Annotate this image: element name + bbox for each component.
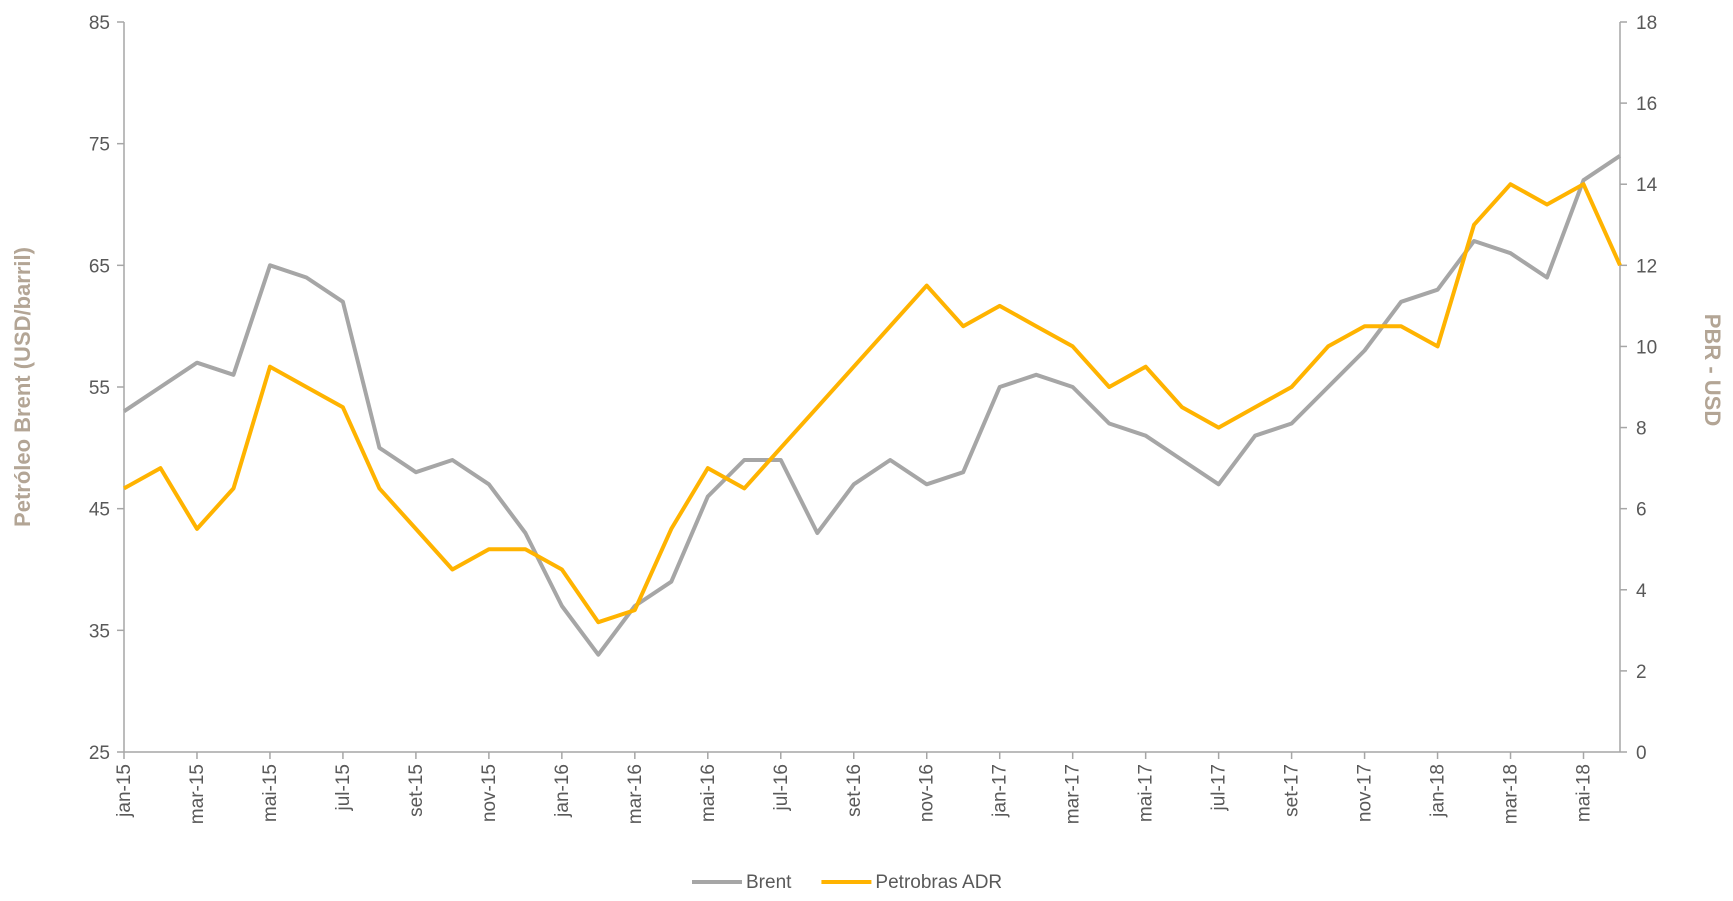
x-tick-label: jul-15 (333, 764, 354, 811)
x-tick-label: nov-16 (917, 764, 938, 822)
legend-label: Brent (746, 872, 792, 893)
x-tick-label: mai-18 (1574, 764, 1595, 822)
series-line (122, 154, 1622, 657)
x-tick-label: nov-15 (479, 764, 500, 822)
y2-tick-label: 10 (1636, 337, 1657, 358)
x-tick-label: set-17 (1282, 764, 1303, 817)
x-tick-label: jul-17 (1209, 764, 1230, 811)
y2-tick-label: 8 (1636, 419, 1647, 440)
x-tick-label: mai-16 (698, 764, 719, 822)
x-tick-label: mar-17 (1063, 764, 1084, 824)
y2-tick-label: 6 (1636, 500, 1647, 521)
x-tick-label: jan-17 (990, 764, 1011, 818)
y-tick-label: 45 (89, 500, 110, 521)
series-line (123, 182, 1622, 625)
y2-tick-label: 18 (1636, 13, 1657, 34)
y-tick-label: 25 (89, 743, 110, 764)
x-tick-label: nov-17 (1355, 764, 1376, 822)
x-tick-label: jan-15 (114, 764, 135, 818)
x-tick-label: jan-18 (1428, 764, 1449, 818)
y-tick-label: 55 (89, 378, 110, 399)
x-tick-label: set-15 (406, 764, 427, 817)
x-tick-label: jan-16 (552, 764, 573, 818)
y2-tick-label: 16 (1636, 94, 1657, 115)
y-axis-title: Petróleo Brent (USD/barril) (10, 247, 35, 527)
y-tick-label: 65 (89, 256, 110, 277)
y-tick-label: 35 (89, 621, 110, 642)
y2-axis-title: PBR - USD (1700, 314, 1725, 426)
y2-tick-label: 14 (1636, 175, 1658, 196)
y2-tick-label: 12 (1636, 256, 1657, 277)
x-tick-label: mar-15 (187, 764, 208, 824)
y-tick-label: 75 (89, 135, 110, 156)
y2-tick-label: 4 (1636, 581, 1647, 602)
legend-label: Petrobras ADR (875, 872, 1002, 893)
x-tick-label: mar-16 (625, 764, 646, 824)
x-tick-label: mar-18 (1501, 764, 1522, 824)
y-tick-label: 85 (89, 13, 110, 34)
x-tick-label: mai-17 (1136, 764, 1157, 822)
x-tick-label: mai-15 (260, 764, 281, 822)
y2-tick-label: 2 (1636, 662, 1647, 683)
y2-tick-label: 0 (1636, 743, 1647, 764)
x-tick-label: set-16 (844, 764, 865, 817)
x-tick-label: jul-16 (771, 764, 792, 811)
